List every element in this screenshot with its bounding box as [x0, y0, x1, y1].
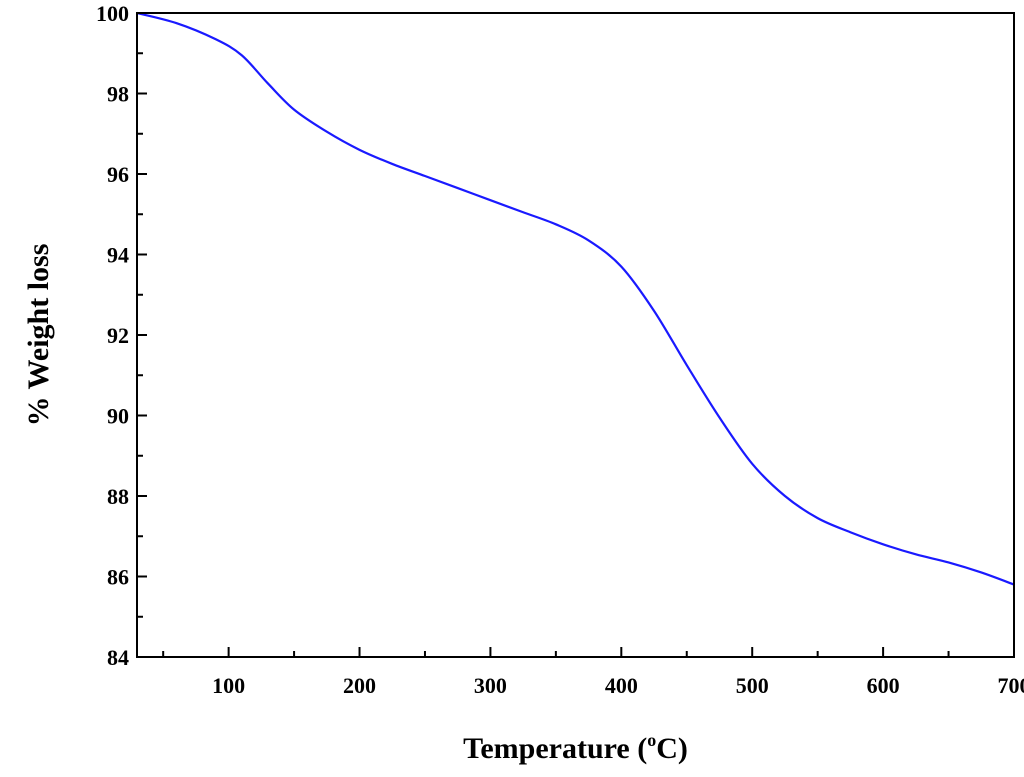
y-tick-label: 96 — [107, 162, 129, 187]
x-tick-label: 700 — [998, 673, 1024, 698]
plot-frame — [136, 12, 1015, 658]
x-tick-label: 100 — [212, 673, 245, 698]
y-tick-label: 88 — [107, 484, 129, 509]
y-tick-label: 94 — [107, 243, 129, 268]
y-axis-ticks: 84 86 88 90 92 94 96 98 100 — [96, 1, 147, 670]
x-axis-ticks: 100 200 300 400 500 600 700 — [162, 647, 1024, 698]
x-tick-label: 600 — [867, 673, 900, 698]
y-tick-label: 100 — [96, 1, 129, 26]
x-axis-title: Temperature (oC) — [463, 730, 688, 765]
y-tick-label: 98 — [107, 82, 129, 107]
x-tick-label: 300 — [474, 673, 507, 698]
y-axis-title: % Weight loss — [22, 244, 55, 427]
y-tick-label: 86 — [107, 565, 129, 590]
y-tick-label: 90 — [107, 404, 129, 429]
y-tick-label: 92 — [107, 323, 129, 348]
x-tick-label: 500 — [736, 673, 769, 698]
y-tick-label: 84 — [107, 645, 129, 670]
x-tick-label: 400 — [605, 673, 638, 698]
weight-loss-curve — [136, 11, 1015, 586]
x-tick-label: 200 — [343, 673, 376, 698]
